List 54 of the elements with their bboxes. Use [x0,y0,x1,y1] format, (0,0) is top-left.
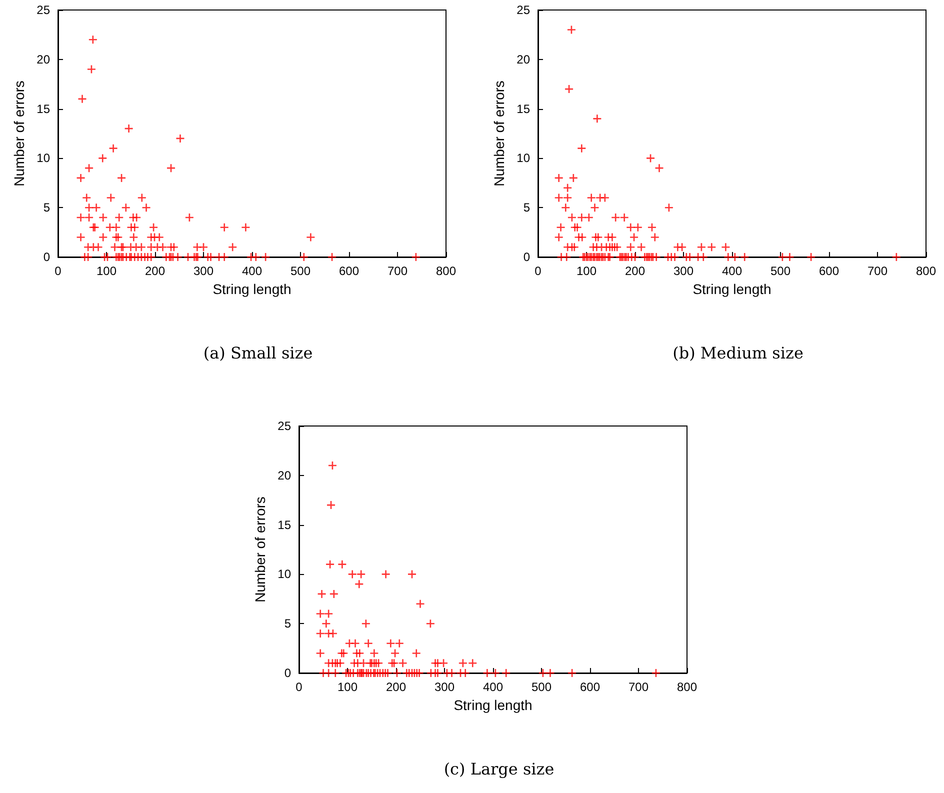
y-tick-label: 5 [523,200,530,215]
y-tick-label: 25 [278,419,292,433]
x-tick-label: 100 [337,680,358,694]
x-tick-label: 500 [290,264,311,278]
x-tick-label: 300 [193,264,214,278]
y-tick-label: 15 [516,102,530,116]
x-tick-label: 0 [296,680,303,694]
x-tick-label: 700 [867,264,888,278]
x-tick-label: 100 [576,264,597,278]
y-tick-label: 5 [43,200,50,215]
x-tick-label: 500 [770,264,791,278]
x-tick-label: 200 [386,680,406,694]
x-tick-label: 300 [673,264,694,278]
x-tick-label: 800 [916,264,936,278]
x-tick-label: 0 [54,264,62,278]
x-axis-title: String length [692,280,772,297]
y-tick-label: 10 [516,151,530,166]
y-axis-title: Number of errors [252,496,268,602]
x-tick-label: 600 [818,264,840,278]
y-tick-label: 5 [284,616,292,631]
y-axis-title: Number of errors [490,80,507,186]
x-tick-label: 400 [242,264,262,278]
y-tick-label: 25 [36,3,50,17]
y-tick-label: 0 [43,250,50,264]
text: (a) Small size [203,344,313,362]
x-tick-label: 800 [676,680,698,694]
y-tick-label: 15 [36,102,50,116]
y-tick-label: 0 [284,666,292,680]
x-tick-label: 600 [580,680,600,694]
y-tick-label: 20 [278,468,292,482]
text: (b) Medium size [672,344,804,362]
x-tick-label: 400 [482,680,504,694]
x-tick-label: 400 [722,264,742,278]
x-tick-label: 800 [436,264,456,278]
text: (c) Large size [444,760,554,778]
x-tick-label: 200 [144,264,166,278]
x-tick-label: 0 [534,264,542,278]
x-tick-label: 300 [434,680,455,694]
x-axis-title: String length [212,280,292,297]
x-tick-label: 200 [624,264,646,278]
y-tick-label: 20 [36,52,50,66]
y-tick-label: 0 [523,250,530,264]
x-tick-label: 600 [338,264,360,278]
y-tick-label: 10 [36,151,50,166]
y-axis-title: Number of errors [10,80,27,186]
x-tick-label: 500 [531,680,552,694]
y-tick-label: 25 [516,3,530,17]
x-tick-label: 700 [628,680,649,694]
y-tick-label: 10 [278,567,292,582]
x-axis-title: String length [454,696,532,713]
y-tick-label: 15 [278,518,292,532]
x-tick-label: 700 [387,264,408,278]
y-tick-label: 20 [516,52,530,66]
x-tick-label: 100 [96,264,117,278]
